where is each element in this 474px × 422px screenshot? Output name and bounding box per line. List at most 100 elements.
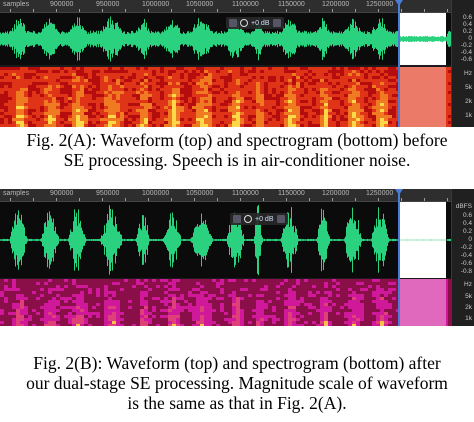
ruler-label: 1100000 [232,1,259,8]
ruler-tick [447,9,448,12]
ruler-label: 1250000 [366,190,394,197]
ruler-label: 1150000 [278,1,305,8]
scale-label: 2k [465,304,472,311]
ruler-tick [217,9,218,12]
scale-label: 0 [468,236,472,243]
figure-b-editor-panel: samples 900000 950000 1000000 1050000 11… [0,189,474,326]
ruler-tick [10,9,11,12]
caption-line: SE processing. Speech is in air-conditio… [63,150,411,170]
ruler-tick [263,198,264,201]
ruler-tick [33,198,34,201]
hud-pin-icon[interactable] [276,215,285,223]
playhead-marker-icon[interactable] [395,189,403,195]
scale-label: -0.2 [460,42,472,49]
ruler-tick [194,9,195,12]
scale-label: 1k [465,112,472,119]
figure-b-caption: Fig. 2(B): Waveform (top) and spectrogra… [0,353,474,413]
ruler-tick [355,9,356,12]
ruler-tick [217,198,218,201]
scale-label: -0.6 [460,56,472,63]
ruler-tick [240,9,241,12]
figure-a-editor-panel: samples 900000 950000 1000000 1050000 11… [0,0,474,127]
figure-a-waveform-plot [0,13,452,65]
caption-line: Fig. 2(A): Waveform (top) and spectrogra… [26,130,448,150]
ruler-label: 900000 [50,190,74,197]
ruler-label: 1100000 [232,190,259,197]
ruler-label: 950000 [96,190,120,197]
ruler-tick [10,198,11,201]
figure-a-time-ruler: samples 900000 950000 1000000 1050000 11… [0,0,452,13]
waveform-trace [0,16,452,62]
scale-label: 5k [465,293,472,300]
ruler-label: 950000 [96,1,120,8]
scale-label: 0.4 [462,21,472,28]
scale-label: dBFS [455,203,472,210]
ruler-tick [125,198,126,201]
ruler-label: 1200000 [322,1,350,8]
figure-b-amplitude-scale: dBFS 0.6 0.4 0.2 0 -0.2 -0.4 -0.6 -0.8 H… [451,189,474,326]
ruler-tick [171,9,172,12]
scale-label: 5k [465,84,472,91]
gain-readout: +0 dB [251,19,270,27]
ruler-label: 1150000 [278,190,305,197]
caption-line: our dual-stage SE processing. Magnitude … [26,373,448,393]
ruler-tick [79,198,80,201]
scale-label: -0.2 [460,244,472,251]
figure-b-gain-hud[interactable]: +0 dB [230,213,288,225]
ruler-tick [79,9,80,12]
scale-label: Hz [464,70,472,77]
ruler-tick [125,9,126,12]
ruler-tick [401,9,402,12]
ruler-tick [309,198,310,201]
ruler-tick [148,9,149,12]
figure-b-playhead[interactable] [398,193,400,326]
figure-a-playhead[interactable] [398,4,400,127]
gain-readout: +0 dB [255,215,274,223]
figure-b-waveform [0,202,452,278]
hud-pin-icon[interactable] [272,19,281,27]
ruler-tick [102,9,103,12]
caption-line: Fig. 2(B): Waveform (top) and spectrogra… [33,353,441,373]
ruler-label: samples [3,1,30,8]
ruler-tick [401,198,402,201]
figure-b-time-ruler: samples 900000 950000 1000000 1050000 11… [0,189,452,202]
scale-label: 0.2 [462,228,472,235]
figure-a-spectrogram [0,67,452,127]
ruler-tick [194,198,195,201]
scale-label: 0.2 [462,28,472,35]
ruler-tick [447,198,448,201]
ruler-tick [378,198,379,201]
gain-knob-icon[interactable] [244,215,252,223]
ruler-label: 1000000 [142,1,170,8]
ruler-label: 1250000 [366,1,394,8]
ruler-tick [56,198,57,201]
ruler-tick [378,9,379,12]
figure-a-gain-hud[interactable]: +0 dB [226,17,284,29]
gain-knob-icon[interactable] [240,19,248,27]
ruler-tick [33,9,34,12]
scale-label: -0.4 [460,252,472,259]
figure-a-spectrogram-plot [0,67,452,127]
ruler-label: samples [3,190,30,197]
scale-label: 1k [465,315,472,322]
playhead-marker-icon[interactable] [395,0,403,6]
figure-b-waveform-plot [0,202,452,278]
caption-line: is the same as that in Fig. 2(A). [127,393,347,413]
ruler-tick [171,198,172,201]
ruler-label: 1050000 [186,1,214,8]
scale-label: -0.4 [460,49,472,56]
ruler-tick [309,9,310,12]
hud-meter-icon [229,19,237,27]
selection-region [398,67,446,127]
ruler-tick [56,9,57,12]
ruler-tick [424,198,425,201]
scale-label: -0.6 [460,260,472,267]
figure-b-spectrogram [0,279,452,326]
ruler-tick [263,9,264,12]
figure-a-amplitude-scale: 0.6 0.4 0.2 0 -0.2 -0.4 -0.6 Hz 5k 2k 1k [451,0,474,127]
ruler-tick [286,198,287,201]
ruler-label: 900000 [50,1,74,8]
scale-label: 0 [468,35,472,42]
ruler-tick [102,198,103,201]
ruler-label: 1200000 [322,190,350,197]
